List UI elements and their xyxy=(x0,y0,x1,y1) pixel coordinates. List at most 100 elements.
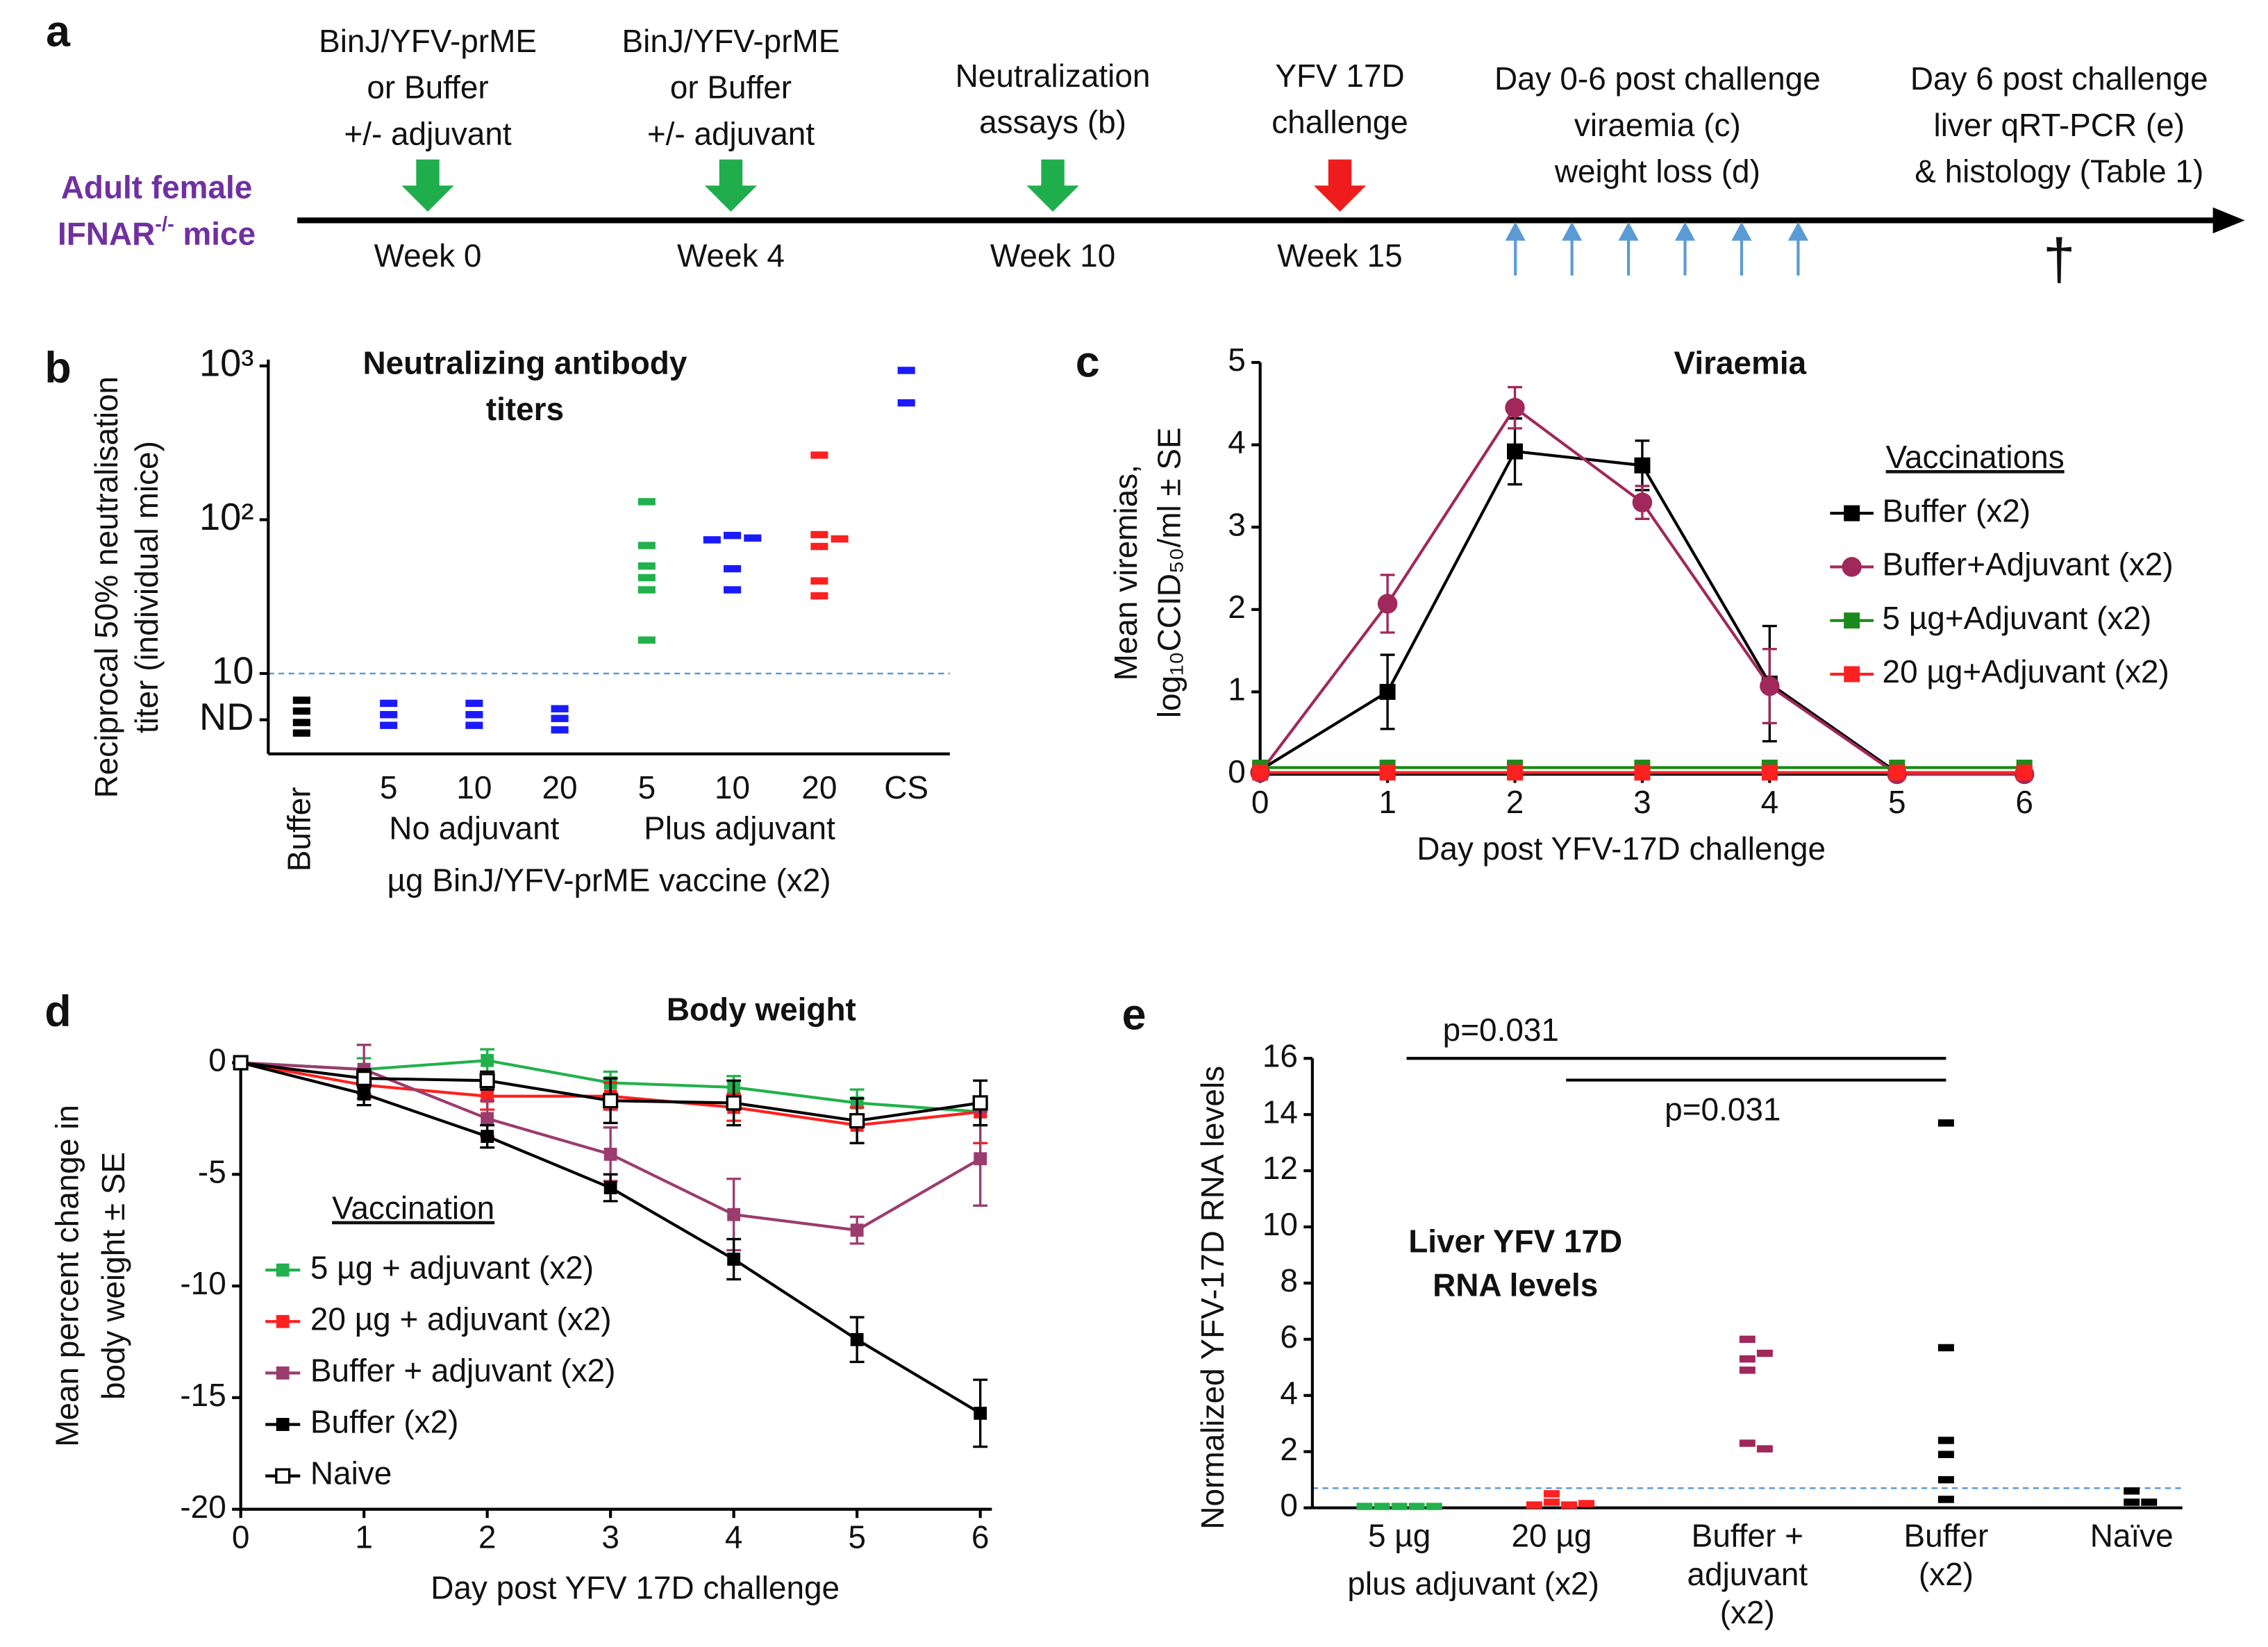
marker xyxy=(974,1152,987,1166)
legend-label: Buffer (x2) xyxy=(1883,492,2031,528)
legend-marker xyxy=(276,1314,290,1328)
y-axis-label: Reciprocal 50% neutralisation xyxy=(88,376,124,799)
x-tick-label: Buffer + xyxy=(1692,1518,1803,1554)
x-tick-label: Naïve xyxy=(2090,1518,2174,1554)
legend-marker xyxy=(276,1418,290,1431)
event-label: or Buffer xyxy=(670,69,792,106)
y-tick-label: -10 xyxy=(180,1265,226,1301)
x-tick-label: 5 xyxy=(380,769,398,805)
data-dash xyxy=(1937,1119,1954,1127)
event-arrow xyxy=(704,185,758,212)
marker xyxy=(356,1070,372,1087)
y-tick-label: -15 xyxy=(180,1377,226,1413)
y-tick-label: 2 xyxy=(1228,589,1246,625)
data-dash xyxy=(637,574,656,582)
x-tick-label: 10 xyxy=(715,769,750,805)
event-label: & histology (Table 1) xyxy=(1915,153,2203,190)
data-dash xyxy=(703,536,721,544)
marker xyxy=(2016,764,2033,781)
y-axis-label: Mean viremias, xyxy=(1108,465,1144,680)
y-axis-label: Mean percent change in xyxy=(49,1105,85,1447)
legend-marker xyxy=(1844,505,1860,521)
data-dash xyxy=(810,542,828,551)
data-dash xyxy=(1756,1349,1773,1357)
legend-label: Buffer+Adjuvant (x2) xyxy=(1883,546,2174,583)
data-dash xyxy=(1543,1498,1560,1506)
data-dash xyxy=(637,498,656,505)
subject-suffix: mice xyxy=(183,215,256,251)
data-dash xyxy=(1374,1503,1390,1510)
marker xyxy=(850,1223,864,1237)
x-tick-label: (x2) xyxy=(1720,1594,1775,1630)
x-tick-label: 6 xyxy=(972,1519,990,1555)
marker xyxy=(233,1055,249,1071)
marker xyxy=(974,1406,987,1420)
x-tick-label: 5 µg xyxy=(1368,1518,1431,1554)
data-dash xyxy=(1739,1366,1756,1374)
y-tick-label: ND xyxy=(199,696,253,738)
data-dash xyxy=(831,535,849,543)
y-tick-label: 4 xyxy=(1228,424,1246,460)
p-value-label: p=0.031 xyxy=(1443,1012,1559,1048)
endpoint-marker: † xyxy=(2043,226,2075,292)
data-dash xyxy=(465,711,483,719)
data-dash xyxy=(380,699,398,708)
data-dash xyxy=(292,707,310,715)
data-dash xyxy=(1543,1490,1560,1498)
data-dash xyxy=(724,586,742,594)
data-dash xyxy=(637,562,656,570)
data-dash xyxy=(2124,1498,2140,1506)
marker xyxy=(1379,764,1396,781)
x-tick-label: CS xyxy=(884,769,928,805)
legend-title: Vaccination xyxy=(332,1190,494,1226)
data-dash xyxy=(1937,1475,1954,1484)
x-tick-label: 3 xyxy=(1633,784,1651,820)
data-dash xyxy=(810,530,828,539)
data-dash xyxy=(1578,1500,1595,1507)
panel-letter: a xyxy=(46,8,71,56)
panel-letter: d xyxy=(44,987,71,1036)
y-axis-label: body weight ± SE xyxy=(95,1152,131,1400)
data-dash xyxy=(724,531,742,540)
event-arrow xyxy=(416,159,440,187)
marker xyxy=(849,1113,865,1129)
legend-label: 20 µg + adjuvant (x2) xyxy=(310,1301,612,1337)
data-dash xyxy=(1937,1344,1954,1352)
legend-label: 20 µg+Adjuvant (x2) xyxy=(1883,653,2169,689)
data-dash xyxy=(380,711,398,719)
data-dash xyxy=(637,542,656,549)
x-tick-label: (x2) xyxy=(1919,1556,1974,1592)
marker xyxy=(1505,397,1525,418)
data-dash xyxy=(1937,1450,1954,1458)
data-dash xyxy=(2124,1487,2140,1495)
event-label: YFV 17D xyxy=(1275,58,1404,94)
y-tick-label: 0 xyxy=(1228,753,1246,789)
event-arrow xyxy=(1313,185,1367,212)
marker xyxy=(1379,683,1396,700)
event-arrow xyxy=(1026,185,1079,212)
y-tick-label: 8 xyxy=(1280,1262,1298,1298)
data-dash xyxy=(897,399,915,407)
chart-title: RNA levels xyxy=(1433,1266,1598,1303)
event-label: assays (b) xyxy=(979,104,1126,140)
group-label: plus adjuvant (x2) xyxy=(1347,1565,1599,1601)
marker xyxy=(479,1073,495,1089)
data-dash xyxy=(465,699,483,708)
x-tick-label: 6 xyxy=(2015,784,2033,820)
marker xyxy=(850,1332,864,1346)
panel-letter: c xyxy=(1076,338,1100,387)
week-label: Week 15 xyxy=(1277,237,1402,274)
y-tick-label: 10 xyxy=(1262,1206,1298,1242)
marker xyxy=(1507,443,1523,460)
marker xyxy=(726,1095,742,1111)
y-tick-label: 16 xyxy=(1262,1037,1298,1073)
marker xyxy=(1632,492,1653,512)
timeline-arrowhead xyxy=(2212,207,2245,234)
y-tick-label: 12 xyxy=(1262,1150,1298,1186)
legend-marker xyxy=(1844,612,1860,629)
x-tick-label: 5 xyxy=(638,769,656,805)
data-dash xyxy=(637,586,656,594)
data-dash xyxy=(551,705,569,712)
sampling-arrow xyxy=(1731,221,1752,241)
marker xyxy=(481,1112,494,1126)
